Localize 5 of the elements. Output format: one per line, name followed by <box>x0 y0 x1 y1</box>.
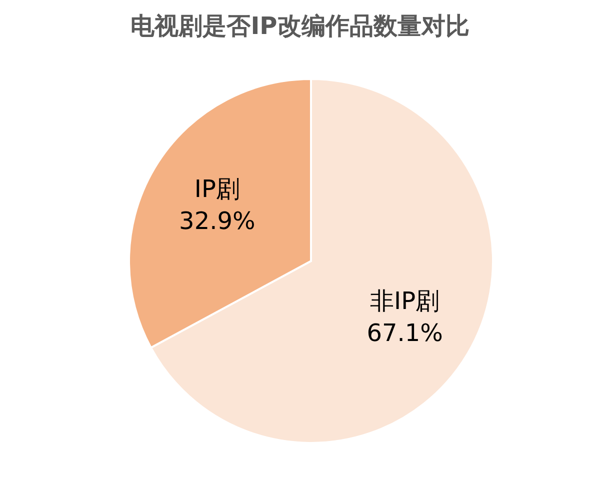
slice-label: IP剧 <box>194 175 240 204</box>
data-label: 32.9% <box>179 207 256 236</box>
chart-title: 电视剧是否IP改编作品数量对比 <box>130 12 470 40</box>
slice-label: 非IP剧 <box>370 286 440 315</box>
data-label: 67.1% <box>366 318 443 347</box>
